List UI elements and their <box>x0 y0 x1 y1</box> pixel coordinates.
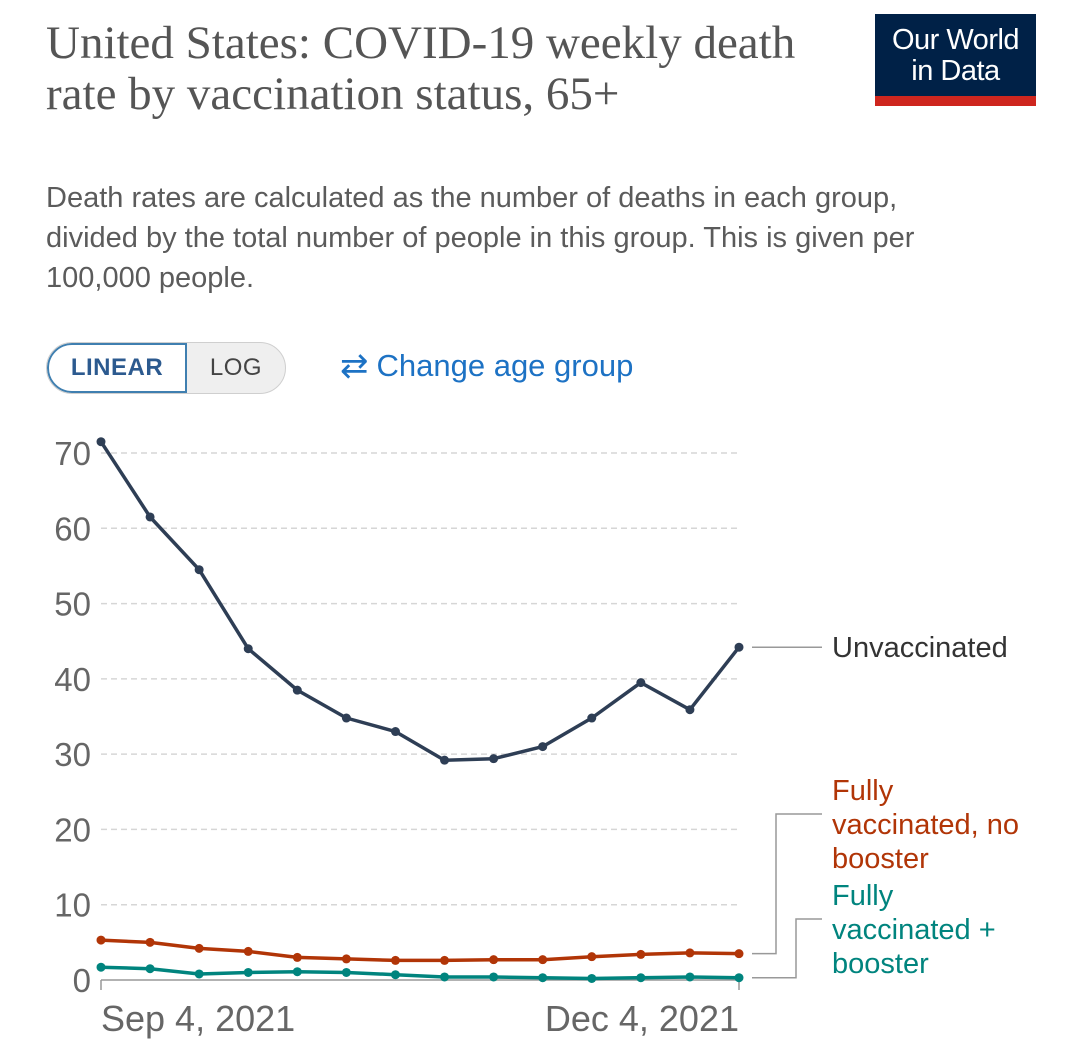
log-scale-button[interactable]: LOG <box>209 354 263 381</box>
y-tick-label: 40 <box>54 661 91 698</box>
y-tick-label: 30 <box>54 736 91 773</box>
y-tick-label: 20 <box>54 811 91 848</box>
y-tick-label: 0 <box>73 962 91 999</box>
series-label: booster <box>832 843 929 875</box>
data-point <box>96 962 106 972</box>
series-line <box>100 938 740 963</box>
owid-logo[interactable]: Our World in Data <box>875 14 1036 106</box>
data-point <box>587 973 597 983</box>
data-point <box>636 949 646 959</box>
data-point <box>685 972 695 982</box>
scale-toggle: LINEAR LOG <box>46 342 286 394</box>
x-tick-label: Sep 4, 2021 <box>101 998 295 1039</box>
x-tick-label: Dec 4, 2021 <box>545 998 739 1039</box>
data-point <box>636 678 646 688</box>
change-age-group-label: Change age group <box>376 348 634 383</box>
swap-arrows-icon: ⇄ <box>340 347 369 385</box>
data-point <box>587 952 597 962</box>
data-point <box>636 973 646 983</box>
label-connector <box>752 813 822 955</box>
data-point <box>194 943 204 953</box>
data-point <box>587 713 597 723</box>
data-point <box>440 955 450 965</box>
y-tick-label: 70 <box>54 435 91 472</box>
series-label: Fully <box>832 775 894 807</box>
y-tick-label: 10 <box>54 887 91 924</box>
data-point <box>390 955 400 965</box>
data-point <box>734 973 744 983</box>
data-point <box>685 705 695 715</box>
data-point <box>145 937 155 947</box>
series-label: Fully <box>832 880 894 912</box>
data-point <box>96 437 106 447</box>
data-point <box>440 972 450 982</box>
data-point <box>734 949 744 959</box>
data-point <box>145 512 155 522</box>
data-point <box>243 644 253 654</box>
change-age-group-button[interactable]: ⇄ Change age group <box>340 344 633 388</box>
data-point <box>292 967 302 977</box>
data-point <box>341 967 351 977</box>
data-point <box>194 565 204 575</box>
series-line <box>99 440 741 762</box>
data-point <box>341 954 351 964</box>
data-point <box>489 972 499 982</box>
data-point <box>538 955 548 965</box>
data-point <box>538 973 548 983</box>
series-label: vaccinated, no <box>832 809 1019 841</box>
data-point <box>194 969 204 979</box>
data-point <box>489 955 499 965</box>
data-point <box>243 967 253 977</box>
data-point <box>489 754 499 764</box>
series-label: booster <box>832 948 929 980</box>
y-tick-label: 60 <box>54 510 91 547</box>
data-point <box>390 970 400 980</box>
logo-line-2: in Data <box>911 55 1000 87</box>
label-connector <box>752 918 822 979</box>
data-point <box>685 948 695 958</box>
data-point <box>440 755 450 765</box>
data-point <box>96 935 106 945</box>
chart-title: United States: COVID-19 weekly death rat… <box>46 17 796 120</box>
series-label: vaccinated + <box>832 914 996 946</box>
data-point <box>145 964 155 974</box>
series-label: Unvaccinated <box>832 632 1008 664</box>
data-point <box>243 946 253 956</box>
data-point <box>538 742 548 752</box>
data-point <box>292 685 302 695</box>
series-line <box>100 965 740 981</box>
chart-subtitle: Death rates are calculated as the number… <box>46 182 915 294</box>
data-point <box>734 642 744 652</box>
linear-scale-button[interactable]: LINEAR <box>47 343 187 393</box>
data-point <box>341 713 351 723</box>
y-tick-label: 50 <box>54 586 91 623</box>
data-point <box>292 952 302 962</box>
logo-line-1: Our World <box>891 24 1020 56</box>
data-point <box>390 727 400 737</box>
